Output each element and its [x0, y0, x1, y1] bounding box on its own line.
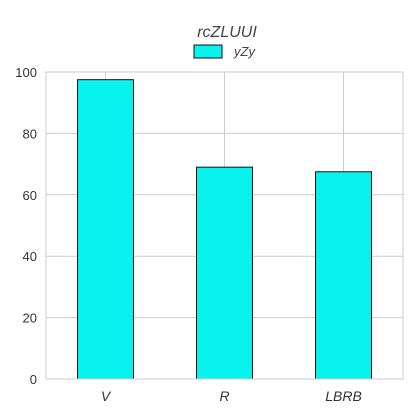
y-tick-label: 0: [30, 372, 37, 387]
x-tick-label: LBRB: [325, 388, 362, 404]
y-tick-label: 40: [23, 249, 37, 264]
legend-swatch: [193, 44, 223, 59]
legend: yZy: [193, 44, 256, 59]
y-tick-label: 80: [23, 126, 37, 141]
bar-r: [196, 166, 253, 380]
chart-title: rcZLUUI: [197, 24, 257, 41]
x-tick-label: R: [219, 388, 229, 404]
bar-v: [77, 79, 134, 380]
bar-lbrb: [315, 171, 372, 380]
y-tick-label: 100: [15, 65, 37, 80]
x-axis-ticks: V R LBRB: [101, 388, 362, 404]
y-tick-label: 20: [23, 311, 37, 326]
bars: [77, 79, 372, 380]
y-axis-ticks: 0 20 40 60 80 100: [15, 65, 37, 387]
legend-label: yZy: [233, 44, 256, 59]
y-tick-label: 60: [23, 188, 37, 203]
x-tick-label: V: [101, 388, 112, 404]
plot-area-frame: [45, 71, 404, 380]
